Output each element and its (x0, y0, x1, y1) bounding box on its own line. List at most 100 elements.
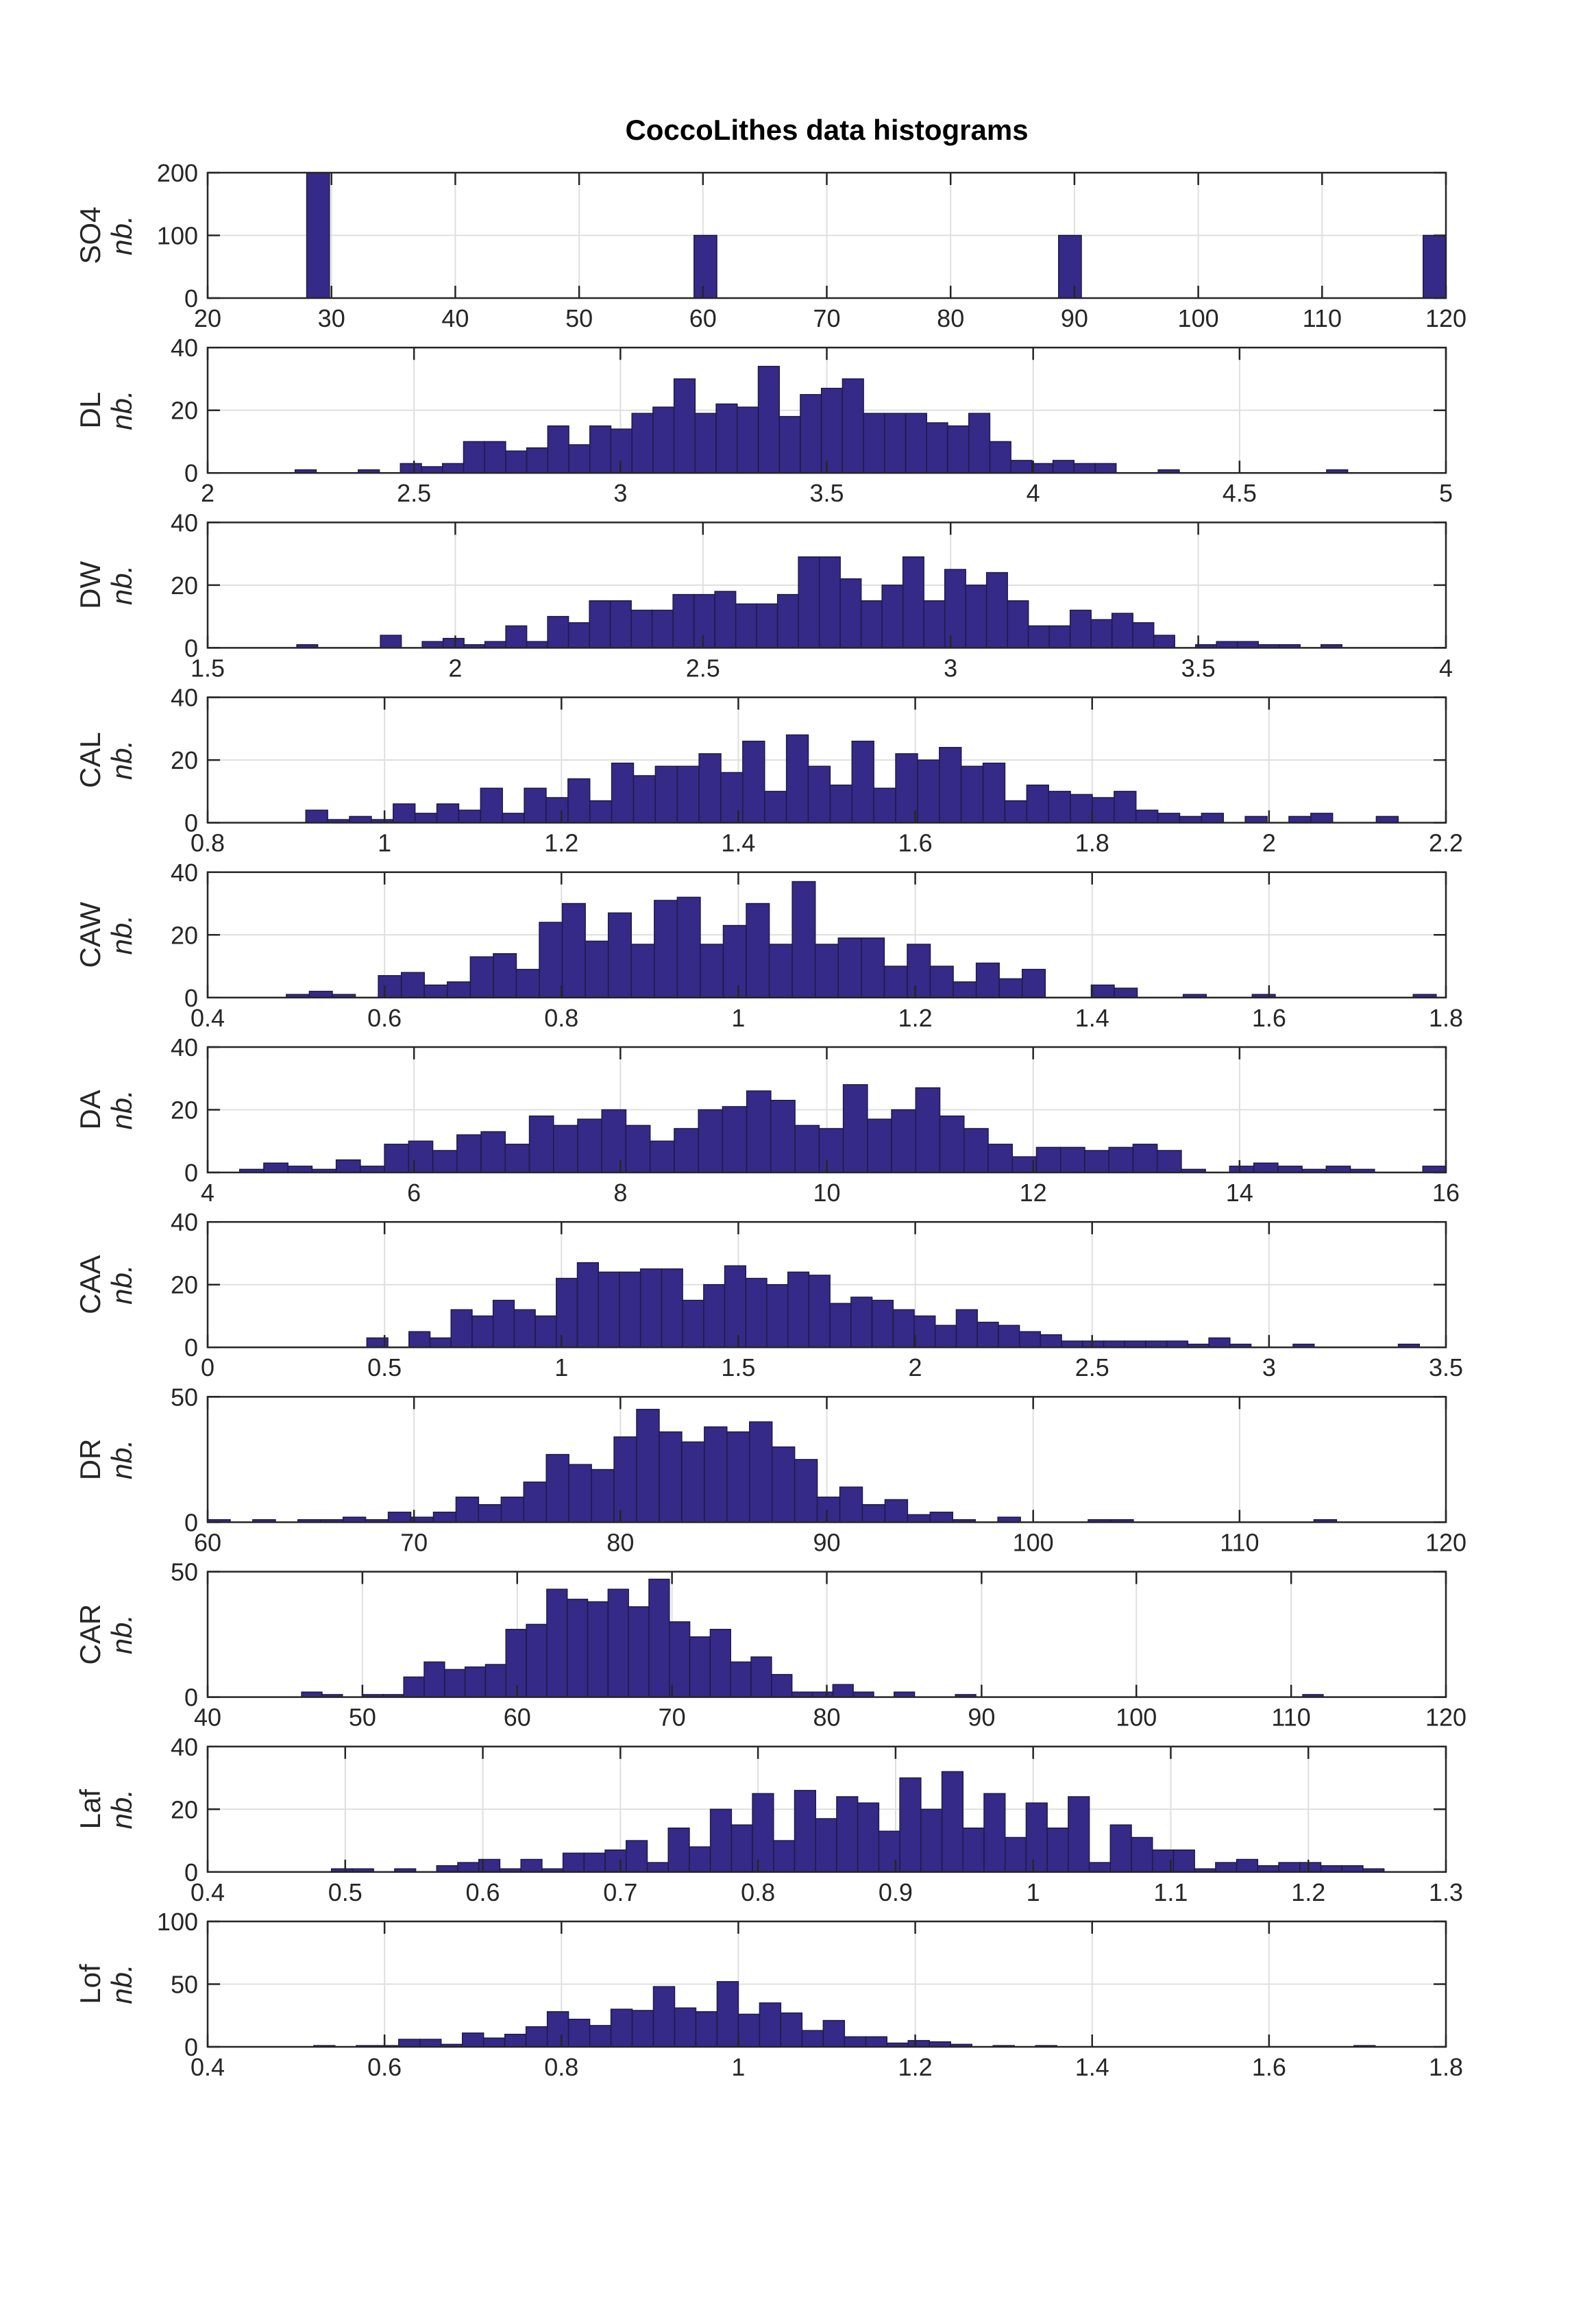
histogram-bar (421, 641, 444, 649)
y-tick-label: 20 (171, 921, 198, 949)
x-tick-label: 2 (1262, 829, 1276, 857)
histogram-bar (423, 1661, 445, 1698)
histogram-bar (750, 1656, 772, 1698)
histogram-bar (832, 1684, 854, 1698)
histogram-bar (923, 600, 946, 649)
histogram-bar (1341, 1865, 1364, 1873)
histogram-bar (682, 1299, 704, 1348)
histogram-bar (884, 413, 907, 474)
histogram-bar (839, 578, 862, 649)
y-tick-label: 0 (184, 809, 198, 837)
y-axis-label: DR (74, 1439, 106, 1481)
histogram-bar (1109, 1824, 1132, 1873)
histogram-bar (649, 1140, 675, 1173)
x-tick-label: 2 (201, 479, 214, 507)
x-tick-label: 0.5 (367, 1353, 402, 1381)
y-axis-sublabel: nb. (106, 391, 138, 430)
y-axis-sublabel: nb. (106, 740, 138, 780)
histogram-bar (770, 1100, 796, 1173)
panel-dr: 60 70 80 90 100 110 120 0 50 DR nb. (74, 1383, 1466, 1556)
histogram-bar (794, 1124, 820, 1173)
x-tick-label: 1 (554, 1353, 568, 1381)
x-tick-label: 3.5 (809, 479, 844, 507)
histogram-bar (907, 944, 931, 998)
histogram-bar (607, 912, 633, 998)
histogram-bar (652, 1986, 676, 2048)
x-tick-label: 2.5 (686, 654, 720, 682)
histogram-bar (526, 1623, 548, 1698)
x-tick-label: 40 (441, 304, 469, 332)
histogram-bar (546, 1588, 568, 1698)
histogram-bar (1004, 800, 1028, 824)
histogram-bar (1068, 1796, 1090, 1873)
histogram-bar (669, 1621, 691, 1698)
histogram-bar (1025, 1802, 1048, 1873)
histogram-bar (941, 1771, 964, 1873)
histogram-bar (1094, 463, 1117, 474)
histogram-bar (613, 1436, 637, 1523)
histogram-bar (1277, 1166, 1303, 1173)
histogram-bar (604, 1849, 627, 1873)
histogram-bar (484, 1664, 507, 1698)
histogram-bar (757, 365, 780, 474)
y-tick-label: 20 (171, 397, 198, 425)
histogram-bar (1114, 987, 1138, 998)
y-axis-label: Laf (74, 1789, 106, 1830)
x-tick-label: 1 (731, 2053, 745, 2081)
histogram-bar (661, 1268, 683, 1348)
histogram-bar (1201, 813, 1225, 824)
histogram-bar (1108, 1146, 1134, 1173)
x-tick-label: 1.3 (1429, 1878, 1463, 1906)
histogram-bar (547, 425, 569, 474)
y-axis-label: Lof (74, 1964, 106, 2004)
histogram-bar (985, 571, 1008, 649)
histogram-bar (384, 1144, 410, 1173)
x-tick-label: 0.4 (191, 2053, 225, 2081)
y-tick-label: 40 (171, 334, 198, 362)
histogram-bar (505, 1629, 527, 1698)
histogram-bar (722, 924, 747, 998)
histogram-bar (867, 1118, 892, 1173)
y-tick-label: 50 (171, 1971, 198, 1999)
y-axis-sublabel: nb. (106, 565, 138, 605)
histogram-bar (773, 1840, 796, 1873)
histogram-bar (1244, 815, 1268, 824)
x-tick-label: 90 (1061, 304, 1088, 332)
histogram-bar (441, 463, 465, 474)
histogram-bar (891, 1109, 917, 1173)
histogram-bar (567, 778, 591, 824)
histogram-bar (689, 1846, 711, 1873)
histogram-bar (547, 615, 569, 649)
histogram-bar (857, 1802, 880, 1873)
y-tick-label: 0 (184, 284, 198, 312)
panel-dl: 2 2.5 3 3.5 4 4.5 5 0 20 40 DL nb. (74, 334, 1453, 507)
histogram-bar (520, 1858, 543, 1873)
histogram-bar (756, 603, 778, 649)
histogram-bar (535, 1315, 557, 1348)
histogram-bar (545, 1453, 569, 1523)
histogram-bar (429, 1337, 452, 1348)
x-tick-label: 1 (731, 1004, 745, 1032)
histogram-bar (652, 406, 675, 474)
histogram-bar (576, 1262, 599, 1348)
x-tick-label: 3.5 (1181, 654, 1216, 682)
histogram-bar (1061, 1340, 1083, 1348)
histogram-bar (714, 591, 737, 649)
histogram-bar (785, 734, 809, 824)
histogram-bar (408, 1140, 434, 1173)
histogram-bar (553, 1124, 578, 1173)
histogram-bar (987, 1144, 1013, 1173)
x-tick-label: 2 (909, 1353, 922, 1381)
histogram-bar (480, 1131, 506, 1173)
histogram-bar (598, 1271, 620, 1348)
histogram-bar (628, 1606, 650, 1698)
y-tick-label: 50 (171, 1558, 198, 1586)
histogram-bar (737, 2013, 761, 2048)
histogram-bar (960, 765, 984, 824)
histogram-bar (1132, 1144, 1158, 1173)
x-tick-label: 110 (1220, 1528, 1259, 1556)
x-tick-label: 120 (1425, 1704, 1466, 1732)
histogram-bar (674, 2007, 697, 2048)
histogram-bar (378, 975, 402, 998)
